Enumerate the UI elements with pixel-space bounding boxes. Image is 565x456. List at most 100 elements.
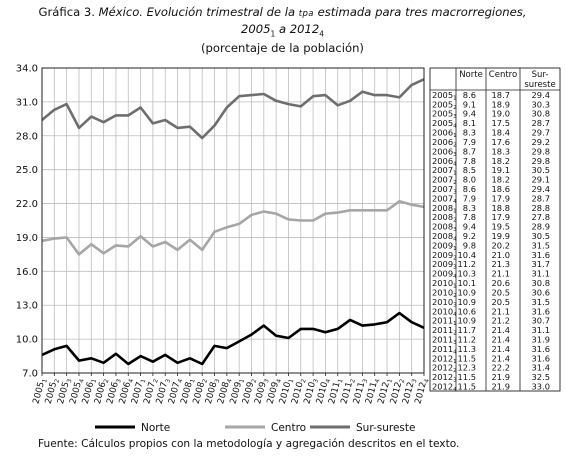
table-cell-centro: 20.6 (492, 278, 510, 288)
table-cell-centro: 21.1 (492, 269, 510, 279)
legend-label-centro: Centro (271, 422, 306, 434)
title-italic-a: México. Evolución trimestral de la (98, 5, 299, 19)
table-cell-norte: 11.5 (458, 382, 476, 392)
table-row-label: 20053 (432, 109, 457, 121)
table-cell-centro: 20.5 (492, 287, 510, 297)
table-cell-sur_sureste: 30.8 (532, 278, 550, 288)
table-cell-centro: 21.4 (492, 344, 510, 354)
table-row-label: 20093 (432, 259, 457, 271)
y-tick-label: 22.0 (16, 199, 38, 210)
title-range-a-sub: 1 (270, 29, 276, 39)
table-cell-norte: 10.9 (458, 297, 476, 307)
table-cell-sur_sureste: 28.7 (532, 118, 550, 128)
table-cell-centro: 18.7 (492, 90, 510, 100)
table-cell-centro: 21.3 (492, 259, 510, 269)
table-cell-norte: 10.4 (458, 250, 476, 260)
table-cell-centro: 20.5 (492, 297, 510, 307)
table-cell-centro: 19.1 (492, 165, 510, 175)
table-cell-centro: 19.9 (492, 231, 510, 241)
series-line-centro (41, 200, 425, 256)
y-tick-label: 10.0 (16, 335, 38, 346)
table-cell-centro: 18.8 (492, 203, 510, 213)
table-cell-norte: 11.2 (458, 334, 476, 344)
table-row-label: 20054 (432, 118, 457, 130)
table-cell-centro: 18.2 (492, 156, 510, 166)
table-row-label: 20123 (432, 372, 457, 384)
table-cell-norte: 10.1 (458, 278, 476, 288)
table-cell-sur_sureste: 30.5 (532, 165, 550, 175)
table-cell-sur_sureste: 27.8 (532, 212, 550, 222)
table-cell-norte: 8.5 (463, 165, 476, 175)
table-row-label: 20114 (432, 344, 457, 356)
table-cell-sur_sureste: 29.1 (532, 175, 550, 185)
table-cell-norte: 7.9 (463, 137, 476, 147)
table-row-label: 20073 (432, 184, 457, 196)
table-row-label: 20052 (432, 99, 457, 111)
table-cell-norte: 11.5 (458, 353, 476, 363)
y-tick-label: 31.0 (16, 97, 38, 108)
chart-title: Gráfica 3. México. Evolución trimestral … (0, 5, 565, 56)
table-cell-centro: 18.9 (492, 99, 510, 109)
table-cell-norte: 8.3 (463, 128, 476, 138)
table-cell-centro: 18.3 (492, 146, 510, 156)
table-row-label: 20062 (432, 137, 457, 149)
table-row-label: 20112 (432, 325, 457, 337)
table-cell-norte: 8.0 (463, 175, 476, 185)
table-cell-sur_sureste: 31.9 (532, 334, 550, 344)
table-cell-sur_sureste: 28.9 (532, 222, 550, 232)
chart-subtitle: (porcentaje de la población) (201, 41, 364, 56)
table-cell-norte: 10.6 (458, 306, 476, 316)
table-cell-sur_sureste: 30.8 (532, 109, 550, 119)
data-table: Norte Centro Sur-sureste 20051 8.6 18.7 29.4 20… (429, 67, 561, 393)
table-cell-sur_sureste: 31.6 (532, 306, 550, 316)
table-row-label: 20111 (432, 316, 457, 328)
title-range-a: 2005 (240, 22, 271, 36)
table-cell-norte: 10.3 (458, 269, 476, 279)
table-cell-norte: 11.7 (458, 325, 476, 335)
table-row-label: 20122 (432, 363, 457, 375)
table-cell-norte: 9.8 (463, 240, 476, 250)
plot-frame (41, 67, 425, 374)
table-row-label: 20104 (432, 306, 457, 318)
table-cell-norte: 9.4 (463, 222, 476, 232)
table-row-label: 20051 (432, 90, 457, 102)
table-cell-centro: 18.4 (492, 128, 510, 138)
table-cell-norte: 9.2 (463, 231, 476, 241)
y-axis-ticks: 7.0 10.0 13.0 16.0 19.0 22.0 25.0 28.0 31.0 34.0 (16, 64, 38, 380)
series-line-norte (41, 311, 425, 366)
title-range-mid: a 2012 (275, 22, 320, 36)
table-cell-norte: 10.9 (458, 287, 476, 297)
table-row-label: 20092 (432, 250, 457, 262)
table-row-label: 20063 (432, 146, 457, 158)
table-cell-sur_sureste: 29.2 (532, 137, 550, 147)
table-cell-sur_sureste: 29.4 (532, 90, 550, 100)
table-row-label: 20064 (432, 156, 457, 168)
table-cell-centro: 17.9 (492, 212, 510, 222)
y-tick-label: 34.0 (16, 64, 38, 75)
table-cell-sur_sureste: 31.4 (532, 363, 550, 373)
table-row-label: 20101 (432, 278, 457, 290)
table-cell-sur_sureste: 29.8 (532, 146, 550, 156)
table-cell-centro: 17.9 (492, 193, 510, 203)
table-cell-centro: 19.5 (492, 222, 510, 232)
table-cell-norte: 10.9 (458, 316, 476, 326)
table-row-label: 20103 (432, 297, 457, 309)
table-cell-sur_sureste: 33.0 (532, 382, 550, 392)
table-cell-norte: 12.3 (458, 363, 476, 373)
title-italic-b: estimada para tres macrorregiones, (313, 5, 527, 19)
table-cell-norte: 7.8 (463, 212, 476, 222)
title-prefix: Gráfica 3. (38, 5, 99, 19)
table-header-norte: Norte (459, 70, 483, 80)
table-cell-sur_sureste: 29.4 (532, 184, 550, 194)
table-header-centro: Centro (489, 70, 517, 80)
table-cell-norte: 9.1 (463, 99, 476, 109)
table-cell-centro: 20.2 (492, 240, 510, 250)
table-cell-sur_sureste: 31.5 (532, 240, 550, 250)
y-tick-label: 25.0 (16, 165, 38, 176)
table-cell-centro: 19.0 (492, 109, 510, 119)
table-cell-sur_sureste: 29.8 (532, 156, 550, 166)
table-cell-sur_sureste: 31.1 (532, 325, 550, 335)
table-row-label: 20091 (432, 240, 457, 252)
x-axis-ticks: 2005120052200532005420061200622006320064… (31, 373, 431, 405)
